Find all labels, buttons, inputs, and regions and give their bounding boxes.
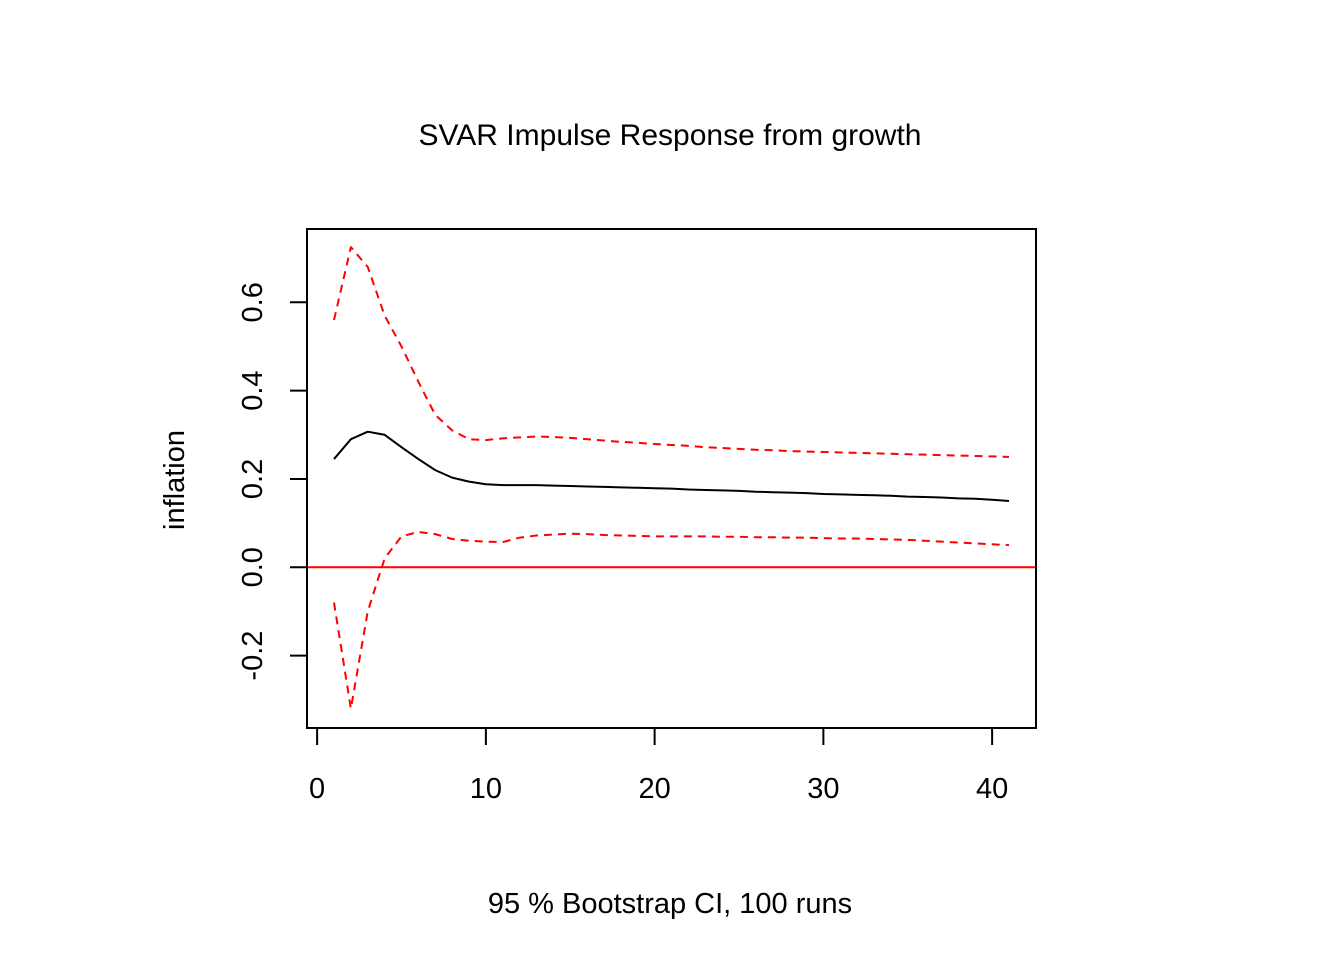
plot-frame: [306, 228, 1037, 729]
x-tick-label: 30: [807, 773, 839, 805]
x-tick-label: 20: [638, 773, 670, 805]
y-axis: -0.2 0.0 0.2 0.4 0.6: [237, 282, 308, 681]
series-line-upper: [333, 246, 1010, 458]
y-tick-label: 0.0: [237, 547, 269, 587]
x-tick-label: 0: [309, 773, 325, 805]
y-tick-label: 0.4: [237, 370, 269, 410]
series-line-irf: [333, 430, 1010, 503]
y-tick-label: -0.2: [237, 631, 269, 681]
chart-title: SVAR Impulse Response from growth: [419, 119, 922, 152]
x-tick-label: 40: [976, 773, 1008, 805]
y-tick-label: 0.6: [237, 282, 269, 322]
y-axis-label: inflation: [159, 430, 191, 530]
series-line-lower: [333, 530, 1010, 710]
x-axis: 0 10 20 30 40: [309, 727, 1008, 805]
x-axis-label: 95 % Bootstrap CI, 100 runs: [488, 888, 852, 920]
y-tick-label: 0.2: [237, 459, 269, 499]
x-tick-label: 10: [470, 773, 502, 805]
